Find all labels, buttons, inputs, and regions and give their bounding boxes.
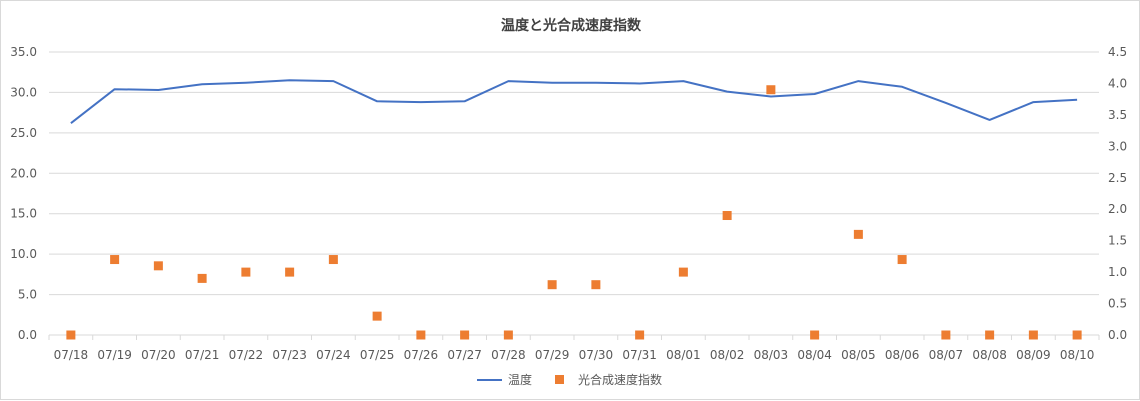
x-tick-label: 08/06 [885, 348, 920, 362]
x-tick-label: 07/28 [491, 348, 526, 362]
left-y-tick-label: 25.0 [10, 126, 37, 140]
photosynthesis-point [985, 330, 995, 340]
photosynthesis-point [241, 267, 251, 277]
right-y-tick-label: 3.5 [1108, 108, 1127, 122]
photosynthesis-point [853, 229, 863, 239]
x-tick-label: 07/21 [185, 348, 220, 362]
photosynthesis-point [66, 330, 76, 340]
legend: 温度 光合成速度指数 [477, 372, 662, 387]
photosynthesis-point [897, 255, 907, 265]
x-tick-label: 08/08 [972, 348, 1007, 362]
left-y-tick-label: 5.0 [18, 288, 37, 302]
photosynthesis-point [635, 330, 645, 340]
left-y-tick-label: 35.0 [10, 45, 37, 59]
x-axis: 07/18 07/19 07/20 07/21 07/22 07/23 07/24 07/25… [48, 334, 1100, 362]
photosynthesis-point [503, 330, 513, 340]
legend-swatch-photosynthesis [555, 375, 564, 384]
x-tick-label: 08/02 [710, 348, 745, 362]
photosynthesis-point [1072, 330, 1082, 340]
photosynthesis-point [416, 330, 426, 340]
photosynthesis-point [328, 255, 338, 265]
x-tick-label: 08/09 [1016, 348, 1051, 362]
photosynthesis-point [285, 267, 295, 277]
right-y-tick-label: 0.5 [1108, 297, 1127, 311]
temperature-line [70, 79, 1078, 124]
left-y-axis: 0.0 5.0 10.0 15.0 20.0 25.0 30.0 35.0 [10, 45, 37, 342]
x-tick-label: 08/05 [841, 348, 876, 362]
photosynthesis-point [153, 261, 163, 271]
x-tick-label: 07/29 [535, 348, 570, 362]
x-tick-label: 07/20 [141, 348, 176, 362]
photosynthesis-point [678, 267, 688, 277]
gridlines [49, 51, 1099, 296]
left-y-tick-label: 30.0 [10, 85, 37, 99]
x-tick-label: 07/22 [229, 348, 264, 362]
right-y-tick-label: 3.0 [1108, 139, 1127, 153]
photosynthesis-point [591, 280, 601, 290]
x-tick-label: 08/07 [929, 348, 964, 362]
x-tick-label: 07/27 [447, 348, 482, 362]
right-y-tick-label: 2.5 [1108, 171, 1127, 185]
right-y-tick-label: 2.0 [1108, 202, 1127, 216]
photosynthesis-point [766, 85, 776, 95]
photosynthesis-point [722, 211, 732, 221]
photosynthesis-point [110, 255, 120, 265]
right-y-tick-label: 4.0 [1108, 76, 1127, 90]
x-tick-label: 07/19 [97, 348, 132, 362]
photosynthesis-point [460, 330, 470, 340]
x-tick-label: 07/18 [54, 348, 89, 362]
series-layer [66, 79, 1082, 340]
x-tick-label: 07/31 [622, 348, 657, 362]
x-tick-label: 07/26 [404, 348, 439, 362]
photosynthesis-point [1028, 330, 1038, 340]
left-y-tick-label: 15.0 [10, 207, 37, 221]
x-tick-label: 07/23 [272, 348, 307, 362]
left-y-tick-label: 10.0 [10, 247, 37, 261]
photosynthesis-point [810, 330, 820, 340]
right-y-tick-label: 1.5 [1108, 234, 1127, 248]
right-y-tick-label: 1.0 [1108, 265, 1127, 279]
x-tick-label: 08/03 [754, 348, 789, 362]
x-tick-label: 08/10 [1060, 348, 1095, 362]
photosynthesis-point [547, 280, 557, 290]
photosynthesis-point [372, 311, 382, 321]
x-tick-label: 07/30 [579, 348, 614, 362]
legend-label-photosynthesis: 光合成速度指数 [578, 372, 662, 387]
left-y-tick-label: 20.0 [10, 166, 37, 180]
legend-label-temperature: 温度 [508, 372, 532, 387]
x-tick-label: 07/24 [316, 348, 351, 362]
left-y-tick-label: 0.0 [18, 328, 37, 342]
photosynthesis-point [197, 273, 207, 283]
right-y-tick-label: 0.0 [1108, 328, 1127, 342]
right-y-axis: 0.0 0.5 1.0 1.5 2.0 2.5 3.0 3.5 4.0 4.5 [1108, 45, 1127, 342]
x-tick-label: 07/25 [360, 348, 395, 362]
x-tick-label: 08/01 [666, 348, 701, 362]
x-tick-label: 08/04 [797, 348, 832, 362]
right-y-tick-label: 4.5 [1108, 45, 1127, 59]
photosynthesis-point [941, 330, 951, 340]
chart-title: 温度と光合成速度指数 [501, 17, 642, 34]
